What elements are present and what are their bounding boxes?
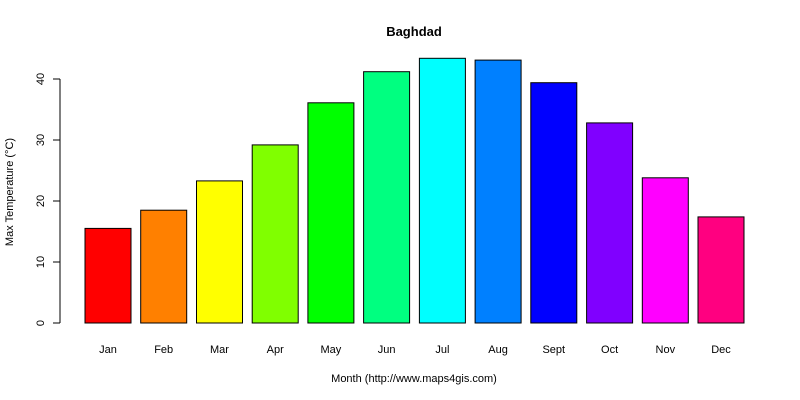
bar-jun <box>363 71 411 324</box>
x-tick-label-aug: Aug <box>488 344 508 356</box>
bar-aug <box>474 59 522 324</box>
x-tick-labels: Jan Feb Mar Apr May Jun Jul Aug Sept Oct Nov Dec <box>99 344 731 356</box>
x-tick-label-nov: Nov <box>656 344 676 356</box>
bar-mar <box>196 180 243 324</box>
y-tick-label-30: 30 <box>35 134 47 146</box>
y-tick-label-20: 20 <box>35 195 47 207</box>
x-tick-label-dec: Dec <box>711 344 731 356</box>
x-tick-label-apr: Apr <box>267 344 284 356</box>
x-tick-label-mar: Mar <box>210 344 229 356</box>
bar-dec <box>697 216 745 324</box>
x-tick-label-jul: Jul <box>435 344 449 356</box>
y-tick-label-0: 0 <box>35 320 47 326</box>
x-tick-label-jan: Jan <box>99 344 117 356</box>
bar-feb <box>140 209 188 324</box>
bar-sept <box>530 82 578 324</box>
x-tick-label-jun: Jun <box>378 344 396 356</box>
bar-jan <box>84 227 132 324</box>
y-axis: 0 10 20 30 40 <box>35 73 61 326</box>
y-tick-label-40: 40 <box>35 73 47 85</box>
chart-title: Baghdad <box>386 24 442 39</box>
x-tick-label-oct: Oct <box>601 344 618 356</box>
y-tick-label-10: 10 <box>35 256 47 268</box>
bar-jul <box>418 57 466 324</box>
x-tick-label-may: May <box>321 344 342 356</box>
x-tick-label-feb: Feb <box>154 344 173 356</box>
bar-may <box>307 102 355 324</box>
bar-nov <box>641 177 689 324</box>
x-axis-label: Month (http://www.maps4gis.com) <box>331 373 497 385</box>
bar-apr <box>251 144 299 324</box>
x-tick-label-sept: Sept <box>542 344 565 356</box>
y-axis-label: Max Temperature (°C) <box>4 138 16 246</box>
bar-oct <box>586 122 634 324</box>
bars-group <box>84 57 745 324</box>
